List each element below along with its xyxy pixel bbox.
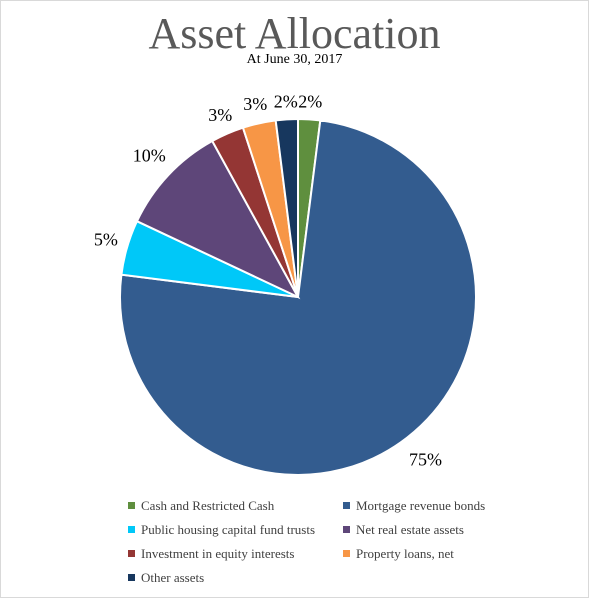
data-label: 3% — [208, 105, 232, 125]
legend-swatch — [343, 550, 350, 557]
legend: Cash and Restricted Cash Mortgage revenue… — [128, 497, 528, 586]
legend-label: Public housing capital fund trusts — [141, 521, 316, 537]
chart-subtitle: At June 30, 2017 — [246, 52, 343, 67]
legend-label: Investment in equity interests — [141, 545, 295, 561]
pie-slice-net-real-estate-assets — [135, 139, 301, 300]
legend-label: Mortgage revenue bonds — [356, 497, 486, 513]
data-label: 3% — [243, 94, 267, 114]
legend-item: Net real estate assets — [343, 521, 528, 538]
legend-label: Other assets — [141, 569, 205, 585]
legend-item: Mortgage revenue bonds — [343, 497, 528, 514]
legend-swatch — [343, 526, 350, 533]
data-label: 2% — [274, 92, 298, 112]
legend-swatch — [128, 574, 135, 581]
legend-item: Public housing capital fund trusts — [128, 521, 343, 538]
legend-swatch — [128, 550, 135, 557]
data-label: 75% — [409, 450, 442, 470]
legend-item: Property loans, net — [343, 545, 528, 562]
legend-swatch — [128, 502, 135, 509]
data-label: 10% — [133, 146, 166, 166]
legend-swatch — [128, 526, 135, 533]
legend-item: Investment in equity interests — [128, 545, 343, 562]
legend-item: Other assets — [128, 569, 343, 586]
legend-swatch — [343, 502, 350, 509]
chart-title: Asset Allocation — [148, 9, 441, 58]
legend-label: Property loans, net — [356, 545, 454, 561]
pie-slice-other-assets — [274, 117, 299, 298]
legend-item: Cash and Restricted Cash — [128, 497, 343, 514]
legend-label: Net real estate assets — [356, 521, 464, 537]
legend-label: Cash and Restricted Cash — [141, 497, 275, 513]
data-label: 2% — [298, 92, 322, 112]
data-label: 5% — [94, 229, 118, 249]
